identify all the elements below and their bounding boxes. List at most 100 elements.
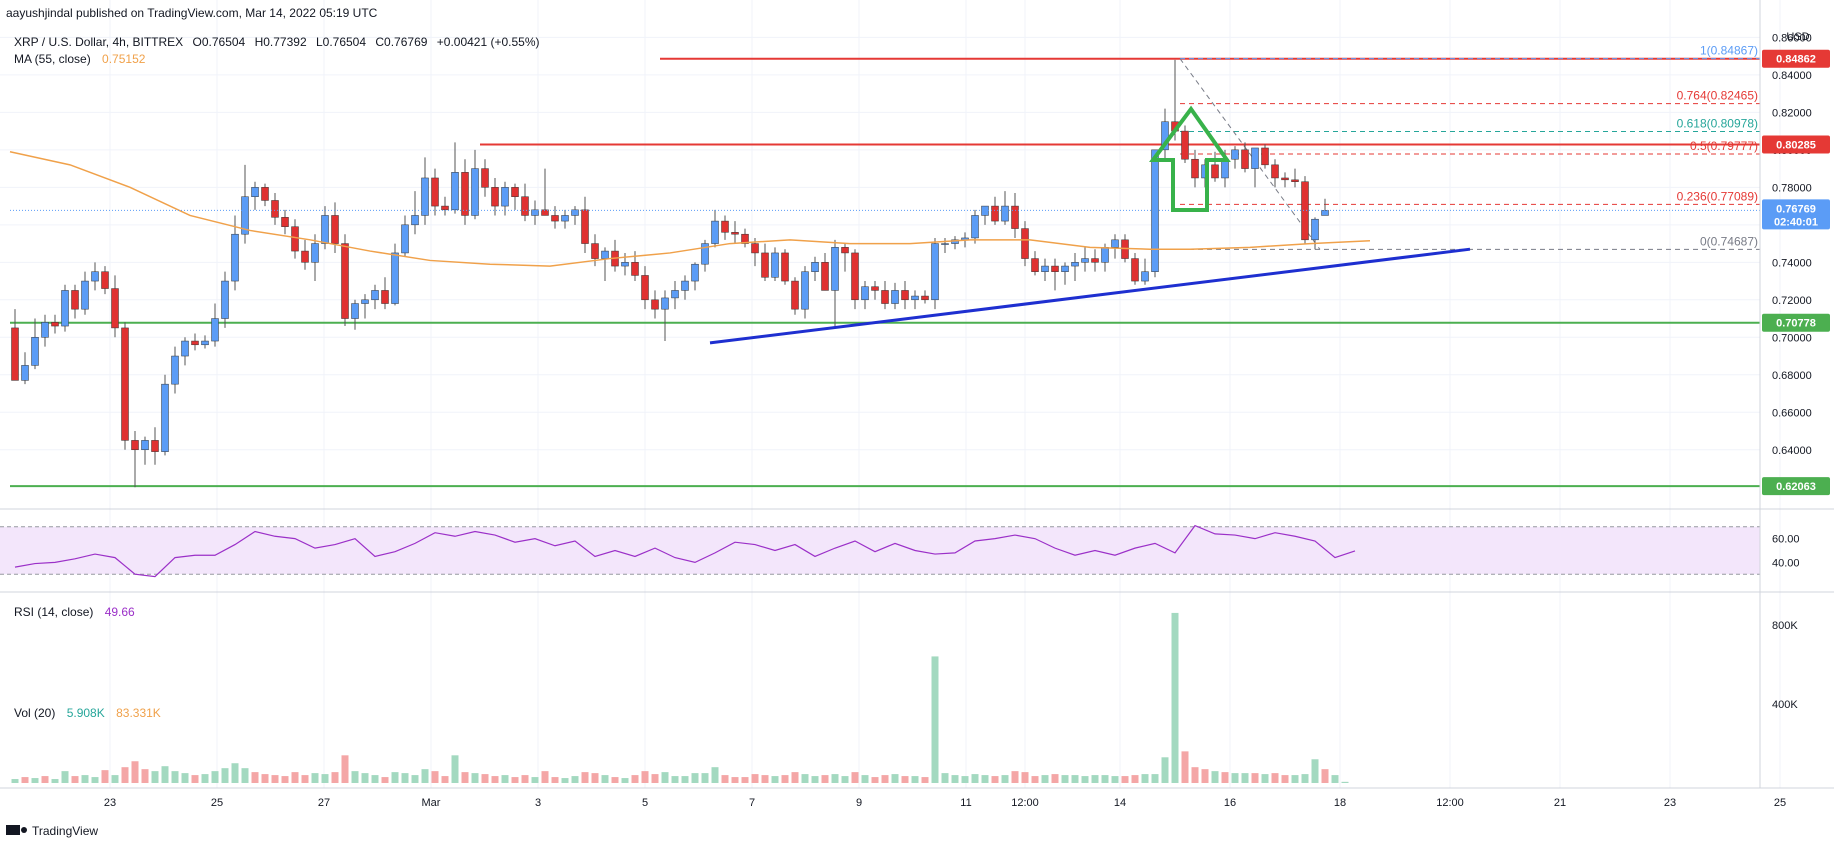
candle-body: [1151, 149, 1159, 272]
volume-bar: [521, 775, 529, 783]
volume-bar: [331, 772, 339, 783]
volume-bar: [1161, 757, 1169, 783]
volume-bar: [1081, 776, 1089, 783]
candle-body: [721, 220, 729, 233]
candle-body: [1061, 265, 1069, 272]
candle-body: [501, 187, 509, 207]
time-tick-label: 14: [1114, 797, 1126, 809]
candle-body: [631, 262, 639, 276]
time-tick-label: 5: [642, 797, 648, 809]
candle-body: [1231, 149, 1239, 160]
time-tick-label: 12:00: [1436, 797, 1464, 809]
price-tick-label: 0.64000: [1772, 445, 1812, 457]
rsi-axis[interactable]: 60.00 40.00: [1772, 534, 1800, 570]
volume-bar: [751, 774, 759, 783]
vol-value2: 83.331K: [116, 706, 161, 720]
time-tick-label: 23: [104, 797, 116, 809]
candle-body: [1251, 147, 1259, 169]
time-tick-label: 11: [960, 797, 971, 809]
candle-body: [481, 168, 489, 188]
volume-bar: [421, 769, 429, 783]
candle-body: [1221, 158, 1229, 179]
volume-bar: [1101, 775, 1109, 783]
symbol-name: XRP / U.S. Dollar, 4h, BITTREX: [14, 35, 183, 49]
candle-body: [271, 200, 279, 218]
publish-line: aayushjindal published on TradingView.co…: [6, 6, 378, 20]
volume-bar: [371, 775, 379, 783]
candle-body: [821, 262, 829, 291]
candle-body: [1081, 258, 1089, 263]
candle-body: [671, 290, 679, 299]
ma-value: 0.75152: [102, 52, 146, 66]
volume-bar: [101, 770, 109, 783]
volume-bar: [1231, 773, 1239, 783]
candle-body: [751, 243, 759, 254]
volume-bar: [191, 775, 199, 783]
fib-diagonal: [1179, 58, 1321, 250]
candle-body: [491, 187, 499, 207]
volume-bar: [381, 777, 389, 783]
candle-body: [81, 280, 89, 310]
candle-body: [551, 215, 559, 222]
candle-body: [591, 243, 599, 259]
volume-axis[interactable]: 800K 400K: [1772, 620, 1798, 711]
volume-bar: [491, 776, 499, 783]
candle-body: [11, 327, 19, 381]
tradingview-logo[interactable]: TradingView: [6, 824, 98, 838]
candle-body: [91, 271, 99, 282]
candle-body: [411, 215, 419, 226]
volume-bar: [671, 776, 679, 783]
candle-body: [1311, 218, 1319, 241]
volume-bar: [961, 776, 969, 783]
price-tick-label: 0.78000: [1772, 182, 1812, 194]
volume-bar: [561, 778, 569, 783]
volume-bar: [1281, 775, 1289, 783]
rsi-pane: [0, 524, 1760, 578]
volume-bar: [761, 775, 769, 783]
volume-bar: [601, 775, 609, 783]
candle-body: [111, 288, 119, 329]
volume-bar: [771, 776, 779, 783]
ma-label: MA (55, close): [14, 52, 91, 66]
volume-bar: [311, 773, 319, 783]
rsi-tick-label: 40.00: [1772, 557, 1800, 569]
candle-body: [131, 440, 139, 451]
candle-body: [761, 252, 769, 278]
time-tick-label: 25: [1774, 797, 1786, 809]
fib-label: 0.236(0.77089): [1677, 189, 1758, 203]
rsi-info: RSI (14, close) 49.66: [14, 605, 135, 619]
volume-bar: [441, 776, 449, 783]
candle-body: [1191, 158, 1199, 179]
symbol-info: XRP / U.S. Dollar, 4h, BITTREX O0.76504 …: [14, 35, 540, 49]
candle-body: [161, 383, 169, 452]
candle-body: [1161, 121, 1169, 151]
candle-body: [681, 280, 689, 291]
candle-body: [691, 263, 699, 282]
volume-bar: [611, 777, 619, 783]
volume-bar: [881, 775, 889, 783]
volume-bar: [1141, 774, 1149, 783]
price-tick-label: 0.72000: [1772, 295, 1812, 307]
volume-bar: [141, 769, 149, 783]
candle-body: [921, 295, 929, 301]
volume-bar: [931, 656, 939, 783]
candle-body: [651, 299, 659, 310]
volume-bar: [501, 775, 509, 783]
candle-body: [391, 252, 399, 304]
volume-bar: [451, 755, 459, 783]
candle-body: [531, 209, 539, 216]
price-tick-label: 0.86000: [1772, 32, 1812, 44]
time-axis[interactable]: 23 25 27 Mar 3 5 7 9 11 12:00 14 16 18 12:00 21 23 25: [104, 797, 1786, 809]
countdown-label: 02:40:01: [1774, 216, 1818, 228]
volume-bar: [541, 771, 549, 783]
volume-bar: [701, 773, 709, 783]
candle-body: [1291, 179, 1299, 182]
candle-body: [181, 340, 189, 357]
volume-bar: [851, 772, 859, 783]
time-tick-label: 16: [1224, 797, 1236, 809]
volume-bar: [1301, 774, 1309, 783]
volume-bar: [1031, 776, 1039, 783]
candle-body: [941, 243, 949, 245]
